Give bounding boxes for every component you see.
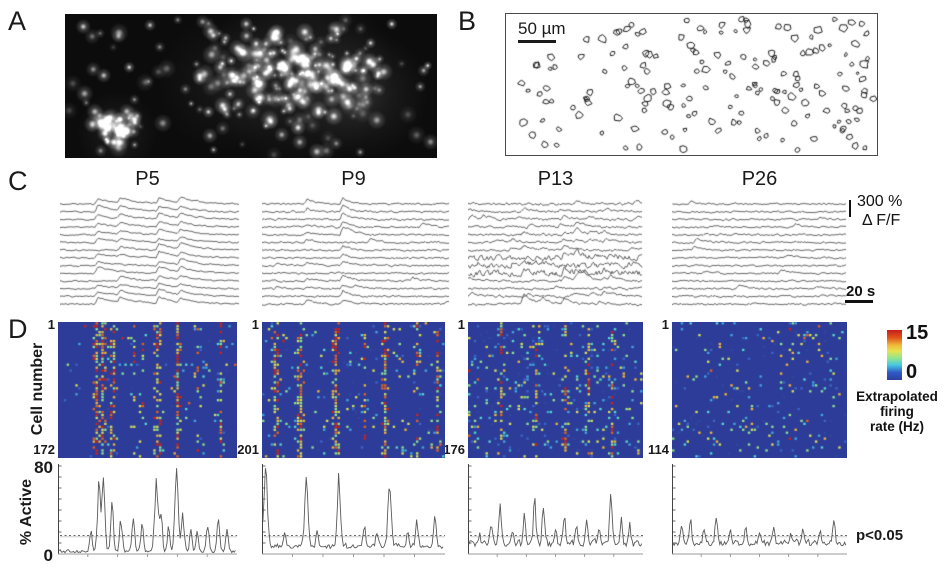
scale-bar-b-label: 50 µm (518, 19, 566, 38)
cell-count-p26: 114 (648, 442, 669, 457)
age-title-p26: P26 (741, 168, 778, 190)
cell-start-label-p26: 1 (661, 317, 669, 332)
firing-rate-heatmap-p13 (468, 322, 643, 458)
firing-rate-heatmap-p5 (58, 322, 237, 458)
time-scale-bar (845, 300, 873, 303)
cell-outline-map: 50 µm (505, 13, 878, 156)
amplitude-scale-label: 300 % (857, 193, 903, 210)
firing-rate-heatmap-p9 (262, 322, 445, 458)
active-plot-p5 (58, 464, 237, 557)
panel-d-label: D (8, 314, 28, 344)
amplitude-scale-unit: Δ F/F (862, 212, 901, 229)
cell-start-label-p13: 1 (457, 317, 465, 332)
age-title-p5: P5 (135, 168, 160, 190)
age-title-p13: P13 (537, 168, 574, 190)
age-title-p9: P9 (341, 168, 366, 190)
active-plot-p26 (672, 464, 847, 557)
cell-count-p5: 172 (33, 442, 55, 457)
cell-number-axis-label: Cell number (29, 342, 46, 436)
colorbar-min-label: 0 (906, 361, 918, 383)
active-axis-label: % Active (18, 478, 35, 546)
active-plot-p9 (262, 464, 445, 557)
cell-start-label-p9: 1 (251, 317, 259, 332)
panel-a-label: A (8, 6, 27, 36)
panel-c-label: C (8, 166, 28, 196)
calcium-traces-p13 (468, 196, 643, 310)
colorbar-max-label: 15 (906, 322, 929, 344)
calcium-traces-p5 (60, 196, 240, 310)
cell-start-label-p5: 1 (47, 317, 55, 332)
cell-count-p13: 176 (443, 442, 465, 457)
scale-bar-b-line (518, 40, 556, 43)
calcium-traces-p9 (262, 196, 450, 310)
firing-rate-heatmap-p26 (672, 322, 847, 458)
active-plot-p13 (468, 464, 643, 557)
amplitude-scale-bar (849, 200, 851, 217)
active-ymin-label: 0 (43, 546, 53, 565)
significance-label: p<0.05 (856, 527, 904, 544)
fluorescence-image (65, 14, 437, 158)
calcium-traces-p26 (672, 196, 847, 310)
colorbar-title: Extrapolated firing rate (Hz) (856, 389, 938, 434)
cell-outlines-canvas (506, 14, 877, 155)
scale-bar-b: 50 µm (518, 19, 566, 43)
colorbar (887, 330, 902, 380)
panel-b-label: B (458, 6, 477, 36)
active-ymax-label: 80 (34, 458, 53, 477)
time-scale-label: 20 s (846, 283, 876, 300)
cell-count-p9: 201 (237, 442, 259, 457)
